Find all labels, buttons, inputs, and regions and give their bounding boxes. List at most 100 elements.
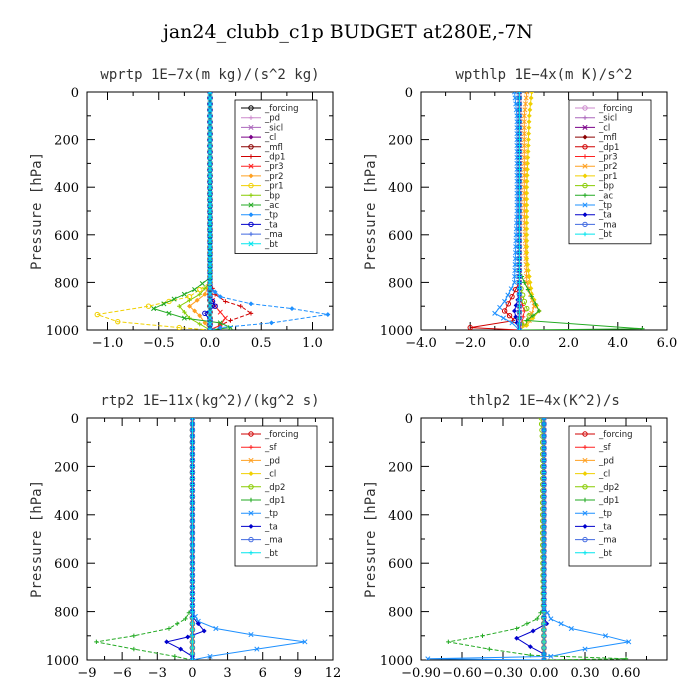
series-marker (522, 101, 529, 107)
series-marker (190, 579, 195, 584)
series-marker (190, 567, 195, 572)
x-tick-label: −3 (148, 666, 167, 681)
legend-label: _sf (598, 443, 612, 453)
legend-label: _bp (264, 191, 280, 201)
series-marker (202, 310, 208, 317)
series-marker (541, 440, 547, 445)
series-marker (626, 639, 632, 645)
series-marker (222, 315, 228, 321)
series-marker (190, 421, 195, 427)
series-marker (325, 311, 331, 318)
legend-marker (582, 550, 588, 555)
series-marker (500, 315, 506, 321)
series-marker (541, 561, 547, 566)
series-marker (268, 320, 275, 326)
series-marker (530, 313, 536, 318)
series-marker (526, 113, 532, 119)
legend-label: _tp (264, 211, 278, 221)
series-marker (541, 542, 547, 548)
series-marker (524, 273, 530, 280)
series-marker (524, 172, 530, 178)
series-marker (517, 125, 522, 130)
series-marker (207, 131, 213, 137)
series-marker (207, 166, 213, 172)
series-marker (190, 446, 195, 451)
legend-label: _forcing (598, 430, 633, 440)
series-marker (517, 292, 522, 297)
series-marker (517, 208, 522, 214)
series-marker (541, 524, 547, 530)
series-marker (207, 238, 213, 244)
legend-marker (582, 124, 588, 130)
legend-marker (582, 202, 588, 208)
series-marker (522, 280, 527, 285)
series-marker (207, 178, 213, 184)
panel-title: thlp2 1E−4x(K^2)/s (468, 393, 620, 409)
series-marker (505, 292, 511, 298)
series-marker (524, 184, 530, 190)
legend-marker (582, 193, 588, 198)
series-marker (524, 318, 529, 323)
series-marker (541, 548, 547, 554)
series-marker (207, 303, 213, 309)
legend-marker (248, 154, 254, 159)
series-marker (524, 244, 530, 250)
series-marker (207, 190, 213, 196)
legend-marker (582, 182, 588, 189)
legend-marker (248, 523, 254, 529)
y-tick-label: 0 (71, 412, 79, 427)
series-marker (176, 324, 182, 330)
series-marker (541, 488, 547, 493)
series-marker (506, 313, 513, 319)
series-marker (207, 92, 213, 95)
series-marker (517, 196, 522, 202)
series-marker (517, 190, 522, 196)
series-marker (640, 326, 645, 330)
legend-label: _forcing (264, 430, 299, 440)
series-marker (207, 250, 213, 256)
y-axis-label: Pressure [hPa] (363, 152, 379, 270)
x-tick-label: −0.5 (143, 336, 175, 351)
series-marker (190, 573, 195, 578)
series-marker (541, 573, 547, 578)
series-marker (207, 95, 213, 101)
series-marker (190, 512, 195, 517)
series-marker (517, 113, 522, 118)
legend-label: _pd (264, 456, 280, 466)
legend-label: _pr2 (598, 162, 618, 172)
series-marker (517, 143, 522, 148)
y-tick-label: 600 (54, 229, 79, 244)
series-marker (517, 179, 522, 184)
series-marker (582, 646, 588, 652)
x-tick-label: −0.90 (401, 666, 441, 681)
legend-marker (248, 212, 254, 218)
legend-label: _forcing (264, 104, 299, 114)
series-marker (541, 579, 547, 584)
legend-marker (248, 550, 254, 555)
legend-label: _pr1 (264, 182, 284, 192)
y-tick-label: 800 (388, 276, 413, 291)
series-marker (511, 308, 518, 314)
legend-label: _ta (598, 522, 612, 532)
series-marker (517, 101, 522, 107)
series-marker (166, 298, 172, 305)
series-marker (517, 214, 522, 220)
series-marker (623, 656, 629, 660)
series-marker (190, 591, 195, 596)
series-marker (541, 567, 547, 572)
series-marker (207, 196, 213, 202)
series-marker (521, 119, 527, 125)
series-marker (182, 309, 187, 315)
series-marker (497, 304, 503, 310)
legend-marker (582, 523, 588, 529)
series-marker (190, 418, 195, 421)
x-tick-label: −9 (77, 666, 96, 681)
series-marker (524, 92, 530, 95)
series-marker (190, 518, 195, 524)
series-marker (521, 148, 527, 155)
series-marker (190, 427, 195, 433)
legend-label: _dp1 (598, 496, 619, 506)
legend-marker (582, 431, 588, 437)
legend-marker (582, 231, 588, 237)
